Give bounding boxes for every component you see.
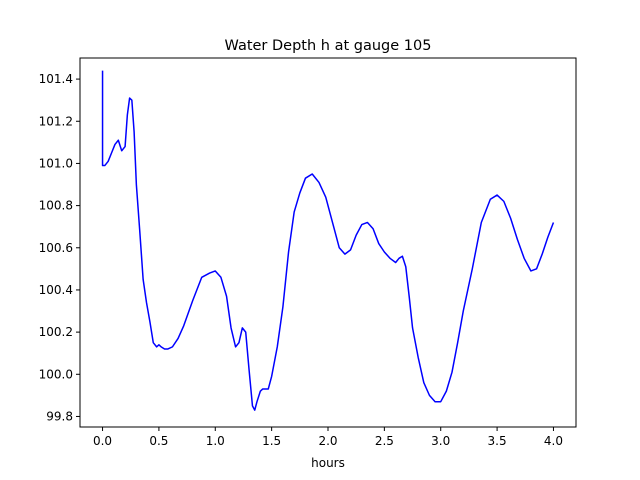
y-tick-label: 99.8: [46, 409, 73, 423]
x-tick-label: 2.5: [375, 434, 394, 448]
y-tick-label: 101.4: [39, 72, 73, 86]
y-tick-label: 100.8: [39, 199, 73, 213]
plot-layer: [101, 70, 555, 411]
y-tick-label: 100.2: [39, 325, 73, 339]
tick-layer: 0.0 0.5 1.0 1.5 2.0 2.5 3.0 3.5 4.0 99.8 100.0 100.…: [39, 72, 563, 448]
x-tick-label: 1.5: [262, 434, 281, 448]
axes-frame: [79, 57, 577, 428]
x-tick-label: 3.5: [488, 434, 507, 448]
x-tick-label: 0.5: [149, 434, 168, 448]
y-tick-label: 100.0: [39, 367, 73, 381]
chart-title: Water Depth h at gauge 105: [225, 38, 432, 54]
x-tick-label: 0.0: [93, 434, 112, 448]
y-tick-label: 100.4: [39, 283, 73, 297]
x-tick-label: 2.0: [318, 434, 337, 448]
y-tick-label: 101.0: [39, 156, 73, 170]
series-line-0: [101, 70, 555, 411]
x-axis-label: hours: [311, 456, 345, 470]
y-tick-label: 100.6: [39, 241, 73, 255]
y-tick-label: 101.2: [39, 114, 73, 128]
x-tick-label: 4.0: [544, 434, 563, 448]
x-tick-label: 1.0: [206, 434, 225, 448]
x-tick-label: 3.0: [431, 434, 450, 448]
